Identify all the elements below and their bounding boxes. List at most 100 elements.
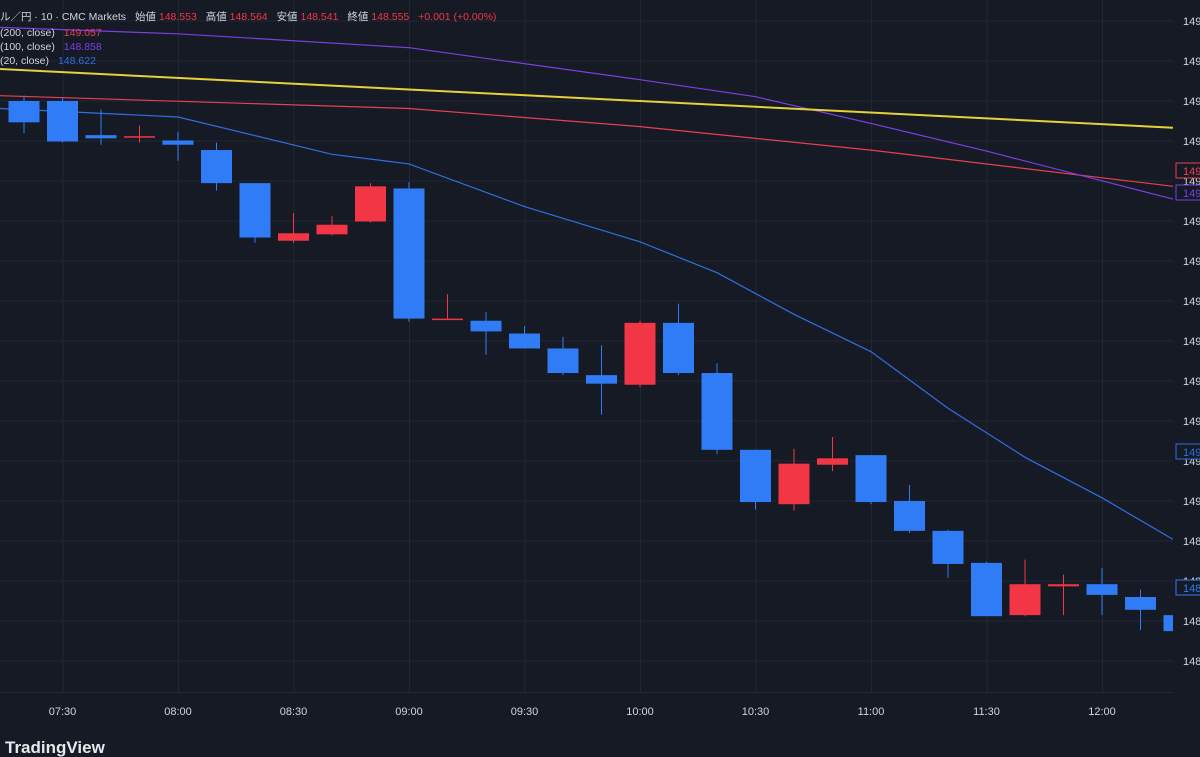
indicator-value: 148.858 — [64, 41, 102, 53]
candle-body — [817, 458, 848, 465]
time-axis[interactable]: 07:30 08:00 08:30 09:00 09:30 10:00 10:30 11:00… — [0, 692, 1173, 719]
price-tag-label: 149 — [1183, 166, 1200, 178]
candle[interactable] — [85, 109, 117, 145]
candle-body — [547, 348, 579, 373]
brand-name: TradingView — [5, 738, 106, 757]
candle-body — [162, 140, 194, 145]
time-tick-label: 11:30 — [973, 706, 1000, 718]
symbol-title: ル／円 · 10 · CMC Markets — [0, 11, 126, 23]
candle[interactable] — [162, 131, 194, 161]
moving-average-line[interactable] — [0, 26, 1174, 200]
candle[interactable] — [624, 320, 656, 387]
indicator-label: (100, close) — [0, 41, 55, 53]
candle-body — [393, 188, 425, 319]
price-tick-label: 149 — [1183, 336, 1200, 348]
price-tick-label: 149 — [1183, 496, 1200, 508]
candle[interactable] — [201, 142, 232, 191]
price-tick-label: 149 — [1183, 256, 1200, 268]
time-tick-label: 09:00 — [395, 706, 423, 718]
price-tick-label: 148 — [1183, 536, 1200, 548]
moving-average-lines — [0, 26, 1174, 540]
candle[interactable] — [278, 213, 309, 243]
candle-body — [624, 322, 656, 385]
price-axis[interactable]: 149 149 149 149 149 149 149 149 149 149 149 149 149 1… — [1173, 0, 1200, 757]
candle[interactable] — [663, 303, 694, 376]
time-tick-label: 11:00 — [858, 706, 885, 718]
price-tick-label: 148 — [1183, 616, 1200, 628]
candle[interactable] — [239, 183, 271, 243]
time-tick-label: 08:30 — [280, 706, 308, 718]
candle[interactable] — [124, 125, 155, 143]
candle[interactable] — [1009, 559, 1041, 617]
candle[interactable] — [586, 345, 617, 415]
indicator-legend-20[interactable]: (20, close) 148.622 — [0, 55, 96, 67]
price-tag[interactable]: 149 — [1175, 443, 1200, 460]
candle[interactable] — [432, 294, 463, 321]
price-tag-label: 149 — [1183, 447, 1200, 459]
candle[interactable] — [971, 561, 1002, 617]
candle[interactable] — [393, 182, 425, 322]
candle-body — [894, 501, 925, 531]
candle[interactable] — [701, 363, 733, 455]
ohlc-legend: ル／円 · 10 · CMC Markets 始値 148.553 高値 148… — [0, 10, 496, 23]
header-legend: ル／円 · 10 · CMC Markets 始値 148.553 高値 148… — [0, 10, 496, 67]
candle[interactable] — [894, 485, 925, 533]
candle[interactable] — [1048, 574, 1079, 616]
candle[interactable] — [8, 95, 40, 133]
candle-body — [740, 449, 771, 503]
price-tick-label: 149 — [1183, 96, 1200, 108]
candle[interactable] — [932, 529, 964, 578]
price-tag[interactable]: 148 — [1175, 579, 1200, 596]
candle[interactable] — [778, 448, 810, 511]
candle-body — [701, 373, 733, 450]
candle-body — [778, 463, 810, 505]
candle[interactable] — [47, 97, 78, 143]
price-tag-label: 148 — [1183, 583, 1200, 595]
candle-body — [1125, 597, 1156, 610]
moving-average-line[interactable] — [0, 95, 1174, 187]
candle[interactable] — [817, 437, 848, 472]
time-tick-label: 08:00 — [164, 706, 192, 718]
tradingview-logo[interactable]: TradingView — [5, 738, 106, 757]
candle-body — [509, 333, 540, 349]
candle-body — [586, 375, 617, 384]
candle-body — [316, 224, 348, 235]
indicator-label: (20, close) — [0, 55, 49, 67]
price-tag-label: 149 — [1183, 188, 1200, 200]
candle[interactable] — [1125, 589, 1156, 631]
open-value: 148.553 — [159, 11, 197, 23]
price-tick-label: 149 — [1183, 136, 1200, 148]
indicator-value: 148.622 — [58, 55, 96, 67]
candle[interactable] — [1086, 568, 1118, 616]
moving-average-line[interactable] — [0, 107, 1174, 540]
candle[interactable] — [509, 326, 540, 349]
price-tick-label: 149 — [1183, 56, 1200, 68]
candle[interactable] — [355, 183, 386, 223]
candle-body — [663, 322, 694, 373]
price-tick-label: 149 — [1183, 216, 1200, 228]
candle[interactable] — [316, 216, 348, 236]
candle-body — [855, 455, 887, 503]
price-axis-background — [1173, 0, 1200, 757]
indicator-value: 149.057 — [64, 27, 102, 39]
indicator-legend-100[interactable]: (100, close) 148.858 — [0, 41, 102, 53]
trend-line[interactable] — [0, 68, 1174, 129]
candle[interactable] — [740, 449, 771, 510]
high-label: 高値 — [206, 10, 227, 23]
candle-body — [239, 183, 271, 238]
candle[interactable] — [547, 336, 579, 376]
candle-body — [201, 150, 232, 184]
price-tick-label: 149 — [1183, 376, 1200, 388]
time-tick-label: 09:30 — [511, 706, 539, 718]
price-tag[interactable]: 149 — [1175, 162, 1200, 179]
indicator-legend-200[interactable]: (200, close) 149.057 — [0, 27, 102, 39]
price-tag[interactable]: 149 — [1175, 184, 1200, 201]
candle[interactable] — [470, 312, 502, 355]
price-tag-box — [1175, 162, 1200, 179]
candle[interactable] — [855, 455, 887, 505]
high-value: 148.564 — [230, 11, 268, 23]
candle-body — [85, 135, 117, 139]
candle-body — [932, 530, 964, 564]
